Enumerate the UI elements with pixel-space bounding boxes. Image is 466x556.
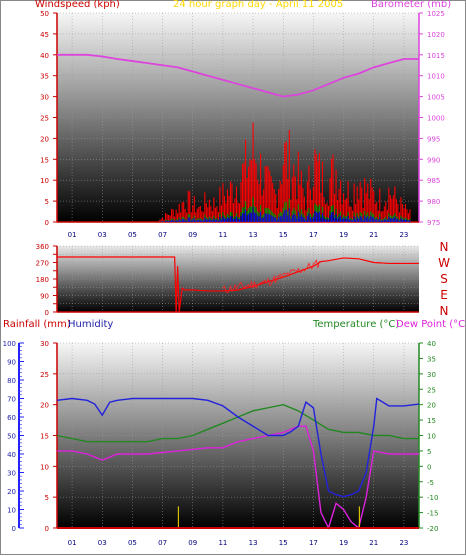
humidity-tick-label: 60: [7, 414, 16, 422]
temp-tick-label: 25: [427, 386, 436, 394]
rain-tick-label: 25: [40, 371, 49, 379]
y-tick-label: 50: [40, 10, 49, 18]
temp-tick-label: 5: [427, 448, 431, 456]
humidity-tick-label: 30: [7, 470, 16, 478]
y-tick-label: 15: [40, 156, 49, 164]
y-tick-label: 10: [40, 177, 49, 185]
y-tick-label: 45: [40, 31, 49, 39]
x-tick-label: 05: [128, 539, 137, 547]
temp-tick-label: -5: [427, 479, 434, 487]
y-tick-label: 360: [36, 243, 49, 251]
x-tick-label: 01: [68, 231, 77, 239]
y-tick-label: 0: [45, 309, 49, 317]
x-tick-label: 09: [188, 231, 197, 239]
y2-tick-label: 1020: [427, 31, 445, 39]
dewpoint-line: [57, 425, 419, 530]
humidity-tick-label: 70: [7, 396, 16, 404]
x-tick-label: 23: [399, 539, 408, 547]
compass-n-bottom: N: [439, 304, 449, 318]
temp-tick-label: 10: [427, 433, 436, 441]
rain-tick-label: 5: [45, 494, 49, 502]
compass-s: S: [440, 272, 448, 286]
wind-direction-jitter: [222, 259, 320, 294]
y-tick-label: 0: [45, 219, 49, 227]
x-tick-label: 01: [68, 539, 77, 547]
temp-tick-label: -15: [427, 510, 438, 518]
x-tick-label: 21: [369, 539, 378, 547]
compass-n-top: N: [439, 240, 449, 254]
y-tick-label: 5: [45, 198, 49, 206]
y-tick-label: 30: [40, 94, 49, 102]
temp-tick-label: 40: [427, 340, 436, 348]
compass-e: E: [440, 288, 448, 302]
y-tick-label: 40: [40, 52, 49, 60]
x-tick-label: 17: [309, 231, 318, 239]
y-tick-label: 180: [36, 276, 49, 284]
humidity-tick-label: 90: [7, 359, 16, 367]
y-tick-label: 90: [40, 293, 49, 301]
x-tick-label: 23: [399, 231, 408, 239]
x-tick-label: 15: [279, 231, 288, 239]
y2-tick-label: 985: [427, 177, 440, 185]
y-tick-label: 25: [40, 115, 49, 123]
temp-tick-label: 35: [427, 355, 436, 363]
rain-tick-label: 15: [40, 433, 49, 441]
x-tick-label: 13: [249, 539, 258, 547]
x-tick-label: 07: [158, 539, 167, 547]
x-tick-label: 19: [339, 539, 348, 547]
temp-tick-label: -10: [427, 494, 438, 502]
humidity-tick-label: 10: [7, 507, 16, 515]
y-tick-label: 20: [40, 135, 49, 143]
x-tick-label: 03: [98, 539, 107, 547]
rain-tick-label: 10: [40, 463, 49, 471]
x-tick-label: 11: [218, 539, 227, 547]
y2-tick-label: 995: [427, 135, 440, 143]
x-tick-label: 21: [369, 231, 378, 239]
humidity-tick-label: 40: [7, 451, 16, 459]
x-tick-label: 09: [188, 539, 197, 547]
temp-tick-label: 15: [427, 417, 436, 425]
x-tick-label: 13: [249, 231, 258, 239]
temp-tick-label: 0: [427, 463, 431, 471]
y2-tick-label: 1005: [427, 94, 445, 102]
x-tick-label: 11: [218, 231, 227, 239]
temp-tick-label: 30: [427, 371, 436, 379]
rain-tick-label: 20: [40, 402, 49, 410]
x-tick-label: 03: [98, 231, 107, 239]
humidity-tick-label: 20: [7, 488, 16, 496]
y2-tick-label: 975: [427, 219, 440, 227]
x-tick-label: 07: [158, 231, 167, 239]
y2-tick-label: 980: [427, 198, 440, 206]
rain-tick-label: 0: [45, 525, 49, 533]
barometer-line: [57, 53, 419, 98]
y2-tick-label: 1010: [427, 73, 445, 81]
rain-tick-label: 30: [40, 340, 49, 348]
humidity-tick-label: 50: [7, 433, 16, 441]
y-tick-label: 35: [40, 73, 49, 81]
compass-w: W: [438, 256, 450, 270]
humidity-tick-label: 0: [12, 525, 16, 533]
y-tick-label: 270: [36, 260, 49, 268]
humidity-line: [56, 397, 420, 498]
x-tick-label: 15: [279, 539, 288, 547]
y2-tick-label: 990: [427, 156, 440, 164]
x-tick-label: 05: [128, 231, 137, 239]
humidity-tick-label: 80: [7, 377, 16, 385]
y2-tick-label: 1000: [427, 115, 445, 123]
x-tick-label: 19: [339, 231, 348, 239]
temp-tick-label: -20: [427, 525, 438, 533]
y2-tick-label: 1015: [427, 52, 445, 60]
temp-tick-label: 20: [427, 402, 436, 410]
x-tick-label: 17: [309, 539, 318, 547]
compass-labels: N W S E N: [437, 239, 451, 319]
y2-tick-label: 1025: [427, 10, 445, 18]
humidity-tick-label: 100: [3, 340, 16, 348]
